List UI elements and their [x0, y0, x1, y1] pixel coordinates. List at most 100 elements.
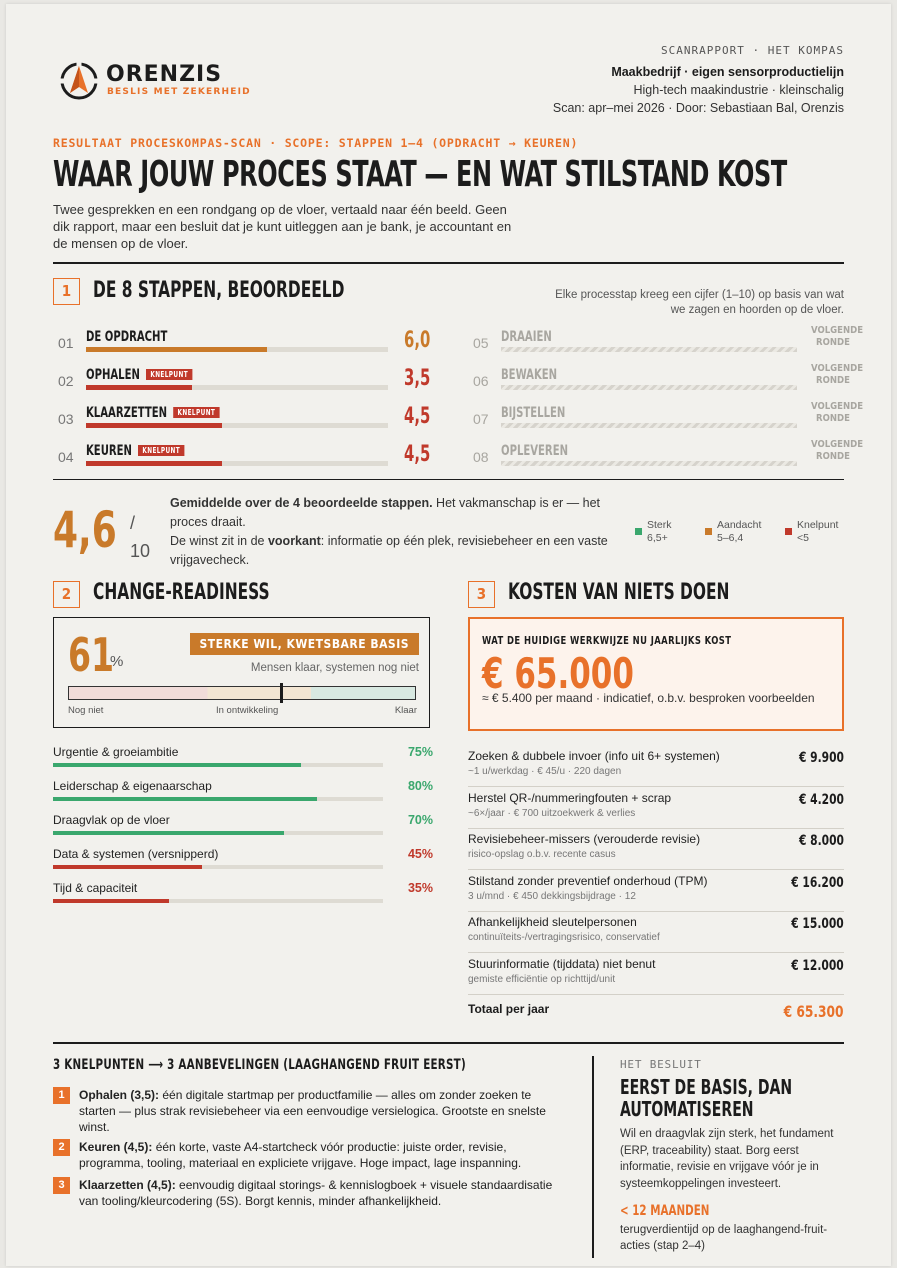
readiness-scale	[68, 683, 416, 703]
cost-item-amount: € 9.900	[798, 750, 844, 766]
cost-item-amount: € 12.000	[791, 957, 844, 974]
future-step-row: 07 BIJSTELLEN VOLGENDE RONDE	[473, 401, 864, 439]
average-text-1: Het vakmanschap is er — het proces draai…	[170, 496, 601, 529]
readiness-percent-sign: %	[110, 653, 124, 670]
step-number: 06	[473, 373, 489, 389]
cost-item-name: Stuurinformatie (tijddata) niet benut	[468, 956, 656, 971]
cost-item-name: Stilstand zonder preventief onderhoud (T…	[468, 873, 708, 888]
future-step-row: 08 OPLEVEREN VOLGENDE RONDE	[473, 439, 863, 477]
factor-value: 70%	[407, 813, 433, 827]
cost-item-name: Revisiebeheer-missers (verouderde revisi…	[468, 832, 701, 846]
step-row: 04 KEUREN KNELPUNT 4,5	[58, 441, 448, 477]
step-label: BIJSTELLEN	[501, 405, 566, 421]
factor-value: 45%	[407, 847, 433, 861]
step-label-text: KLAARZETTEN	[86, 405, 168, 421]
average-text-3: : informatie op één plek, revisiebeheer …	[170, 534, 608, 567]
step-number: 05	[473, 335, 489, 351]
step-number: 07	[473, 411, 489, 427]
payback-highlight: < 12 MAANDEN	[620, 1203, 710, 1219]
sector-line: High-tech maakindustrie · kleinschalig	[633, 83, 844, 97]
recommendation-text: Ophalen (3,5): één digitale startmap per…	[53, 1087, 553, 1135]
cost-row: Afhankelijkheid sleutelpersonen continuït…	[468, 911, 844, 953]
legend-label: Sterk	[647, 519, 672, 531]
cost-row: Herstel QR-/nummeringfouten + scrap ~6×/j…	[468, 787, 844, 829]
factor-label: Urgentie & groeiambitie	[53, 745, 179, 759]
step-number: 01	[58, 335, 74, 351]
scale-label-low: Nog niet	[68, 705, 104, 716]
step-label-text: OPHALEN	[86, 367, 140, 383]
factor-track	[53, 831, 383, 835]
step-label-text: DE OPDRACHT	[86, 329, 168, 345]
legend-label: Aandacht	[717, 519, 762, 531]
next-round-tag: VOLGENDE RONDE	[811, 363, 864, 386]
factor-track	[53, 763, 383, 767]
next-round-tag: VOLGENDE RONDE	[811, 401, 864, 424]
cost-item-amount: € 4.200	[798, 791, 844, 808]
bottleneck-badge: KNELPUNT	[138, 445, 185, 456]
step-row: 03 KLAARZETTEN KNELPUNT 4,5	[58, 403, 448, 439]
step-pending-bar	[501, 461, 797, 466]
section-number-3: 3	[468, 581, 495, 608]
cost-row: Zoeken & dubbele invoer (info uit 6+ sys…	[468, 745, 844, 787]
recommendation-number: 1	[53, 1087, 70, 1104]
cost-item-note: ~1 u/werkdag · € 45/u · 220 dagen	[468, 766, 622, 777]
legend-bottleneck: Knelpunt <5	[785, 519, 838, 545]
step-label: DE OPDRACHT	[86, 329, 167, 345]
recommendation-item: 2 Keuren (4,5): één korte, vaste A4-start…	[53, 1139, 553, 1171]
scan-line: Scan: apr–mei 2026 · Door: Sebastiaan Ba…	[552, 101, 844, 115]
average-lead: Gemiddelde over de 4 beoordeelde stappen…	[170, 496, 433, 510]
step-score-bar	[86, 385, 192, 390]
cost-row: Revisiebeheer-missers (verouderde revisi…	[468, 828, 844, 870]
hero-intro: Twee gesprekken en een rondgang op de vl…	[53, 202, 512, 251]
step-score-bar	[86, 347, 268, 352]
recommendation-number: 2	[53, 1139, 70, 1156]
step-label: BEWAKEN	[501, 367, 558, 383]
average-text-bold: voorkant	[267, 534, 321, 548]
steps-divider	[53, 479, 844, 480]
cost-item-note: continuïteits-/vertragingsrisico, conser…	[468, 932, 660, 943]
recommendation-text: Keuren (4,5): één korte, vaste A4-startc…	[53, 1139, 553, 1171]
step-pending-bar	[501, 423, 797, 428]
cost-item-note: 3 u/mnd · € 450 dekkingsbijdrage · 12	[468, 890, 636, 902]
legend-attention: Aandacht 5–6,4	[705, 519, 761, 545]
recommendation-number: 3	[53, 1177, 70, 1194]
step-label-text: KEUREN	[86, 443, 132, 459]
factor-bar	[53, 763, 301, 767]
factor-bar	[53, 865, 202, 869]
decision-rule	[592, 1056, 594, 1258]
section-title-readiness: CHANGE-READINESS	[93, 580, 270, 605]
average-score: 4,6	[53, 501, 117, 559]
report-page: ORENZIS BESLIS MET ZEKERHEID SCANRAPPORT…	[6, 4, 891, 1266]
step-number: 04	[58, 449, 74, 465]
readiness-card: 61 % STERKE WIL, KWETSBARE BASIS Mensen …	[53, 617, 430, 728]
cost-item-note: risico-opslag o.b.v. recente casus	[468, 849, 616, 860]
cost-item-amount: € 15.000	[791, 916, 844, 932]
page-title: WAAR JOUW PROCES STAAT — EN WAT STILSTAN…	[53, 154, 787, 195]
section-title-steps: DE 8 STAPPEN, BEOORDEELD	[93, 278, 345, 303]
cost-item-name: Herstel QR-/nummeringfouten + scrap	[468, 790, 672, 805]
readiness-marker	[279, 683, 283, 703]
brand-logo: ORENZIS BESLIS MET ZEKERHEID	[58, 60, 258, 104]
step-score-track	[86, 347, 388, 352]
cost-item-note: gemiste efficiëntie op richttijd/unit	[468, 973, 616, 985]
payback-note: terugverdientijd op de laaghangend-fruit…	[620, 1224, 828, 1252]
section-number-1: 1	[53, 278, 80, 305]
recommendation-item: 1 Ophalen (3,5): één digitale startmap pe…	[53, 1087, 553, 1135]
future-step-row: 06 BEWAKEN VOLGENDE RONDE	[473, 363, 864, 401]
step-row: 02 OPHALEN KNELPUNT 3,5	[58, 365, 448, 401]
section-title-costs: KOSTEN VAN NIETS DOEN	[508, 580, 730, 605]
legend-strong: Sterk 6,5+	[635, 519, 672, 545]
step-score-bar	[86, 423, 222, 428]
legend-range: 5–6,4	[717, 532, 744, 544]
readiness-factor: Data & systemen (versnipperd) 45%	[53, 847, 433, 873]
recommendation-body: één digitale startmap per productfamilie…	[79, 1088, 546, 1134]
recommendation-body: eenvoudig digitaal storings- & kennislog…	[79, 1178, 553, 1208]
recommendation-lead: Ophalen (3,5):	[79, 1088, 160, 1102]
step-number: 08	[473, 449, 489, 465]
legend-swatch-green	[635, 528, 642, 535]
readiness-factor: Urgentie & groeiambitie 75%	[53, 745, 433, 771]
factor-value: 80%	[407, 779, 433, 793]
future-step-row: 05 DRAAIEN VOLGENDE RONDE	[473, 325, 863, 363]
step-label: KLAARZETTEN KNELPUNT	[86, 405, 220, 421]
factor-label: Leiderschap & eigenaarschap	[53, 779, 212, 793]
